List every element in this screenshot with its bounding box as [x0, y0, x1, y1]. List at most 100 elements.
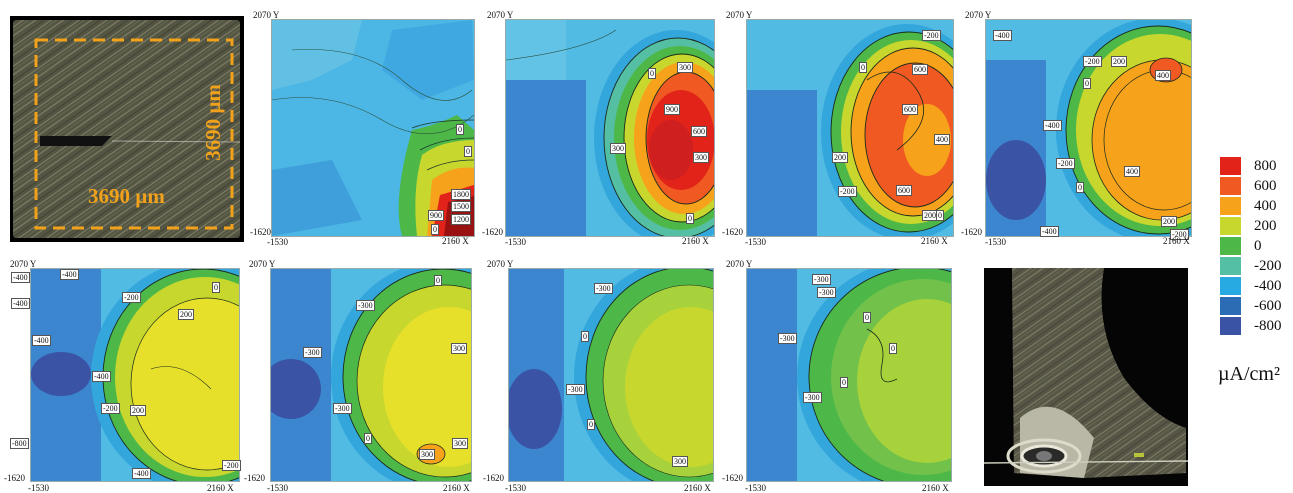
contour-label: -400 — [32, 335, 51, 346]
contour-label: 1500 — [451, 201, 471, 212]
y-top-label: 2070 Y — [487, 259, 514, 269]
contour-label: 600 — [902, 104, 918, 115]
contour-label: 300 — [610, 143, 626, 154]
y-bottom-label: -1620 — [961, 227, 982, 237]
contour-label: -300 — [566, 384, 585, 395]
contour-label: 0 — [212, 282, 220, 293]
contour-label: -400 — [11, 272, 30, 283]
contour-label: -300 — [803, 392, 822, 403]
x-right-label: 2160 X — [443, 483, 470, 493]
colorbar-swatch — [1220, 157, 1241, 175]
contour-label: -400 — [993, 30, 1012, 41]
y-top-label: 2070 Y — [726, 10, 753, 20]
current-density-map-8 — [746, 268, 952, 482]
contour-label: -800 — [10, 438, 29, 449]
current-density-map-3 — [746, 19, 954, 237]
contour-label: 0 — [1083, 78, 1091, 89]
current-density-map-2 — [505, 19, 715, 237]
colorbar-swatch — [1220, 277, 1241, 295]
y-top-label: 2070 Y — [253, 10, 280, 20]
contour-label: 0 — [456, 124, 464, 135]
colorbar-swatch — [1220, 177, 1241, 195]
colorbar-label: -400 — [1254, 278, 1282, 294]
contour-label: 0 — [936, 210, 944, 221]
contour-label: -200 — [922, 30, 941, 41]
contour-label: -400 — [1040, 226, 1059, 237]
contour-label: -300 — [594, 283, 613, 294]
contour-label: 300 — [693, 152, 709, 163]
contour-label: 300 — [672, 456, 688, 467]
x-right-label: 2160 X — [684, 483, 711, 493]
y-top-label: 2070 Y — [10, 259, 37, 269]
contour-label: -400 — [11, 298, 30, 309]
sample-photo-before — [10, 16, 244, 242]
colorbar-label: -600 — [1254, 298, 1282, 314]
contour-label: 0 — [859, 62, 867, 73]
contour-label: -400 — [60, 269, 79, 280]
current-density-map-1 — [271, 19, 475, 237]
contour-label: 300 — [452, 438, 468, 449]
y-bottom-label: -1620 — [482, 227, 503, 237]
contour-label: 0 — [840, 377, 848, 388]
x-left-label: -1530 — [505, 483, 526, 493]
contour-label: -300 — [333, 403, 352, 414]
contour-label: 0 — [587, 419, 595, 430]
contour-label: 0 — [1076, 182, 1084, 193]
current-density-map-4 — [985, 19, 1192, 237]
y-bottom-label: -1620 — [722, 473, 743, 483]
contour-label: 200 — [1111, 56, 1127, 67]
colorbar-label: -200 — [1254, 258, 1282, 274]
contour-label: -200 — [1083, 56, 1102, 67]
contour-label: 400 — [1155, 70, 1171, 81]
colorbar-swatch — [1220, 237, 1241, 255]
contour-label: -200 — [1056, 158, 1075, 169]
x-left-label: -1530 — [267, 237, 288, 247]
contour-label: 200 — [1161, 216, 1177, 227]
contour-label: -200 — [838, 186, 857, 197]
contour-label: 1200 — [451, 214, 471, 225]
colorbar-label: 800 — [1254, 158, 1277, 174]
colorbar-label: -800 — [1254, 318, 1282, 334]
contour-label: 200 — [178, 309, 194, 320]
contour-label: 0 — [431, 224, 439, 235]
y-bottom-label: -1620 — [4, 473, 25, 483]
contour-label: 0 — [686, 213, 694, 224]
contour-label: 0 — [581, 331, 589, 342]
contour-label: -200 — [222, 460, 241, 471]
contour-label: 400 — [1124, 166, 1140, 177]
contour-label: -200 — [1170, 229, 1189, 240]
contour-label: 600 — [691, 126, 707, 137]
contour-label: -300 — [778, 333, 797, 344]
x-left-label: -1530 — [28, 483, 49, 493]
contour-label: 0 — [464, 146, 472, 157]
colorbar-swatch — [1220, 257, 1241, 275]
x-right-label: 2160 X — [922, 483, 949, 493]
contour-label: 0 — [648, 68, 656, 79]
contour-label: -300 — [817, 287, 836, 298]
x-left-label: -1530 — [985, 237, 1006, 247]
x-right-label: 2160 X — [921, 236, 948, 246]
contour-label: 400 — [934, 134, 950, 145]
y-bottom-label: -1620 — [483, 473, 504, 483]
x-left-label: -1530 — [745, 237, 766, 247]
contour-label: 300 — [419, 449, 435, 460]
contour-label: -200 — [101, 403, 120, 414]
colorbar-label: 200 — [1254, 218, 1277, 234]
x-right-label: 2160 X — [207, 483, 234, 493]
contour-label: -300 — [303, 347, 322, 358]
y-top-label: 2070 Y — [726, 259, 753, 269]
colorbar-swatch — [1220, 197, 1241, 215]
x-right-label: 2160 X — [1163, 236, 1190, 246]
contour-label: 200 — [832, 152, 848, 163]
x-right-label: 2160 X — [442, 236, 469, 246]
y-top-label: 2070 Y — [965, 10, 992, 20]
photo-height-label: 3690 µm — [200, 84, 225, 161]
colorbar-label: 400 — [1254, 198, 1277, 214]
photo-width-label: 3690 µm — [88, 184, 165, 208]
x-left-label: -1530 — [267, 483, 288, 493]
y-bottom-label: -1620 — [244, 473, 265, 483]
colorbar-unit-label: µA/cm² — [1218, 363, 1280, 385]
colorbar-swatch — [1220, 297, 1241, 315]
y-top-label: 2070 Y — [249, 259, 276, 269]
contour-label: 200 — [130, 405, 146, 416]
